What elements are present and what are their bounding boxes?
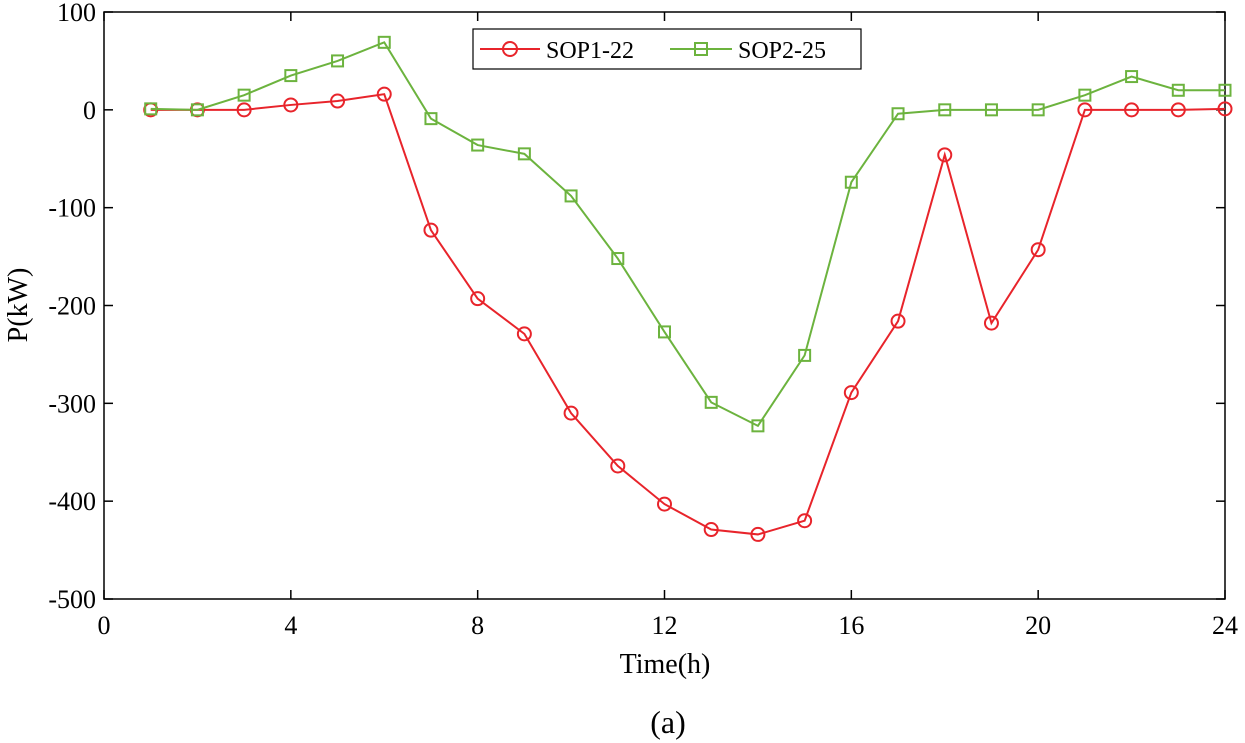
- series-line-sop1-22: [150, 93, 1226, 536]
- data-point-sop1-22: [1030, 242, 1046, 258]
- y-axis-title: P(kW): [3, 268, 34, 343]
- data-point-sop1-22: [890, 313, 906, 329]
- y-tick-label: -400: [48, 487, 96, 516]
- data-point-sop1-22: [283, 97, 299, 113]
- data-point-sop2-25: [424, 112, 438, 126]
- x-tick-label: 20: [1025, 611, 1051, 640]
- data-point-sop1-22: [330, 93, 346, 109]
- x-tick-label: 24: [1212, 611, 1238, 640]
- data-point-sop1-22: [563, 405, 579, 421]
- data-point-sop2-25: [1031, 103, 1045, 117]
- data-point-sop2-25: [144, 102, 158, 116]
- data-point-sop2-25: [844, 175, 858, 189]
- data-point-sop1-22: [797, 513, 813, 529]
- data-point-sop2-25: [984, 103, 998, 117]
- x-tick-label: 0: [98, 611, 111, 640]
- legend-marker-sop1-22: [502, 41, 518, 57]
- legend-label-sop2-25: SOP2-25: [738, 38, 826, 64]
- data-point-sop1-22: [657, 496, 672, 512]
- data-point-sop2-25: [1218, 83, 1232, 97]
- x-tick-label: 8: [471, 611, 484, 640]
- x-tick-label: 12: [652, 611, 678, 640]
- y-tick-label: 100: [57, 0, 96, 27]
- data-point-sop2-25: [237, 88, 251, 102]
- data-point-sop2-25: [331, 54, 345, 68]
- series-sop2-25: [144, 35, 1232, 433]
- data-point-sop1-22: [1077, 102, 1093, 118]
- data-point-sop2-25: [751, 419, 765, 433]
- data-point-sop1-22: [423, 222, 439, 238]
- data-point-sop2-25: [471, 138, 485, 152]
- y-tick-label: 0: [83, 96, 96, 125]
- data-point-sop1-22: [1124, 102, 1140, 118]
- series-line-sop2-25: [150, 41, 1225, 428]
- data-point-sop1-22: [750, 526, 766, 542]
- data-point-sop1-22: [983, 315, 999, 331]
- data-point-sop2-25: [377, 35, 391, 49]
- axis-ticks: 0 4 8 12 16 20 24 100 0 -100 -200 -300 -400 -500: [48, 0, 1238, 640]
- data-point-sop2-25: [564, 189, 578, 203]
- data-point-sop2-25: [1078, 88, 1092, 102]
- data-point-sop2-25: [938, 103, 952, 117]
- y-tick-label: -300: [48, 389, 96, 418]
- data-point-sop1-22: [1217, 101, 1233, 117]
- data-point-sop2-25: [284, 69, 298, 83]
- y-tick-label: -200: [48, 292, 96, 321]
- data-point-sop2-25: [611, 252, 625, 266]
- legend-label-sop1-22: SOP1-22: [546, 38, 634, 64]
- series-layer: [143, 35, 1233, 542]
- data-point-sop2-25: [704, 395, 718, 409]
- data-point-sop2-25: [190, 103, 204, 117]
- legend-marker-sop2-25: [694, 42, 708, 56]
- x-tick-label: 4: [284, 611, 297, 640]
- data-point-sop1-22: [470, 291, 486, 307]
- data-point-sop1-22: [1170, 102, 1186, 118]
- data-point-sop2-25: [891, 107, 905, 121]
- data-point-sop2-25: [1171, 83, 1185, 97]
- x-axis-title: Time(h): [620, 649, 711, 680]
- data-point-sop1-22: [937, 147, 953, 163]
- data-point-sop2-25: [517, 147, 531, 161]
- figure-caption: (a): [650, 704, 686, 740]
- x-tick-label: 16: [838, 611, 864, 640]
- data-point-sop1-22: [236, 102, 252, 118]
- legend: SOP1-22 SOP2-25: [472, 28, 862, 70]
- data-point-sop1-22: [376, 86, 392, 102]
- data-point-sop2-25: [1125, 70, 1139, 84]
- data-point-sop2-25: [658, 325, 671, 339]
- data-point-sop1-22: [703, 522, 719, 538]
- data-point-sop2-25: [798, 348, 812, 362]
- y-tick-label: -100: [48, 194, 96, 223]
- y-tick-label: -500: [48, 585, 96, 614]
- data-point-sop1-22: [610, 458, 626, 474]
- data-point-sop1-22: [516, 326, 532, 342]
- data-point-sop1-22: [843, 385, 859, 401]
- series-sop1-22: [143, 86, 1233, 542]
